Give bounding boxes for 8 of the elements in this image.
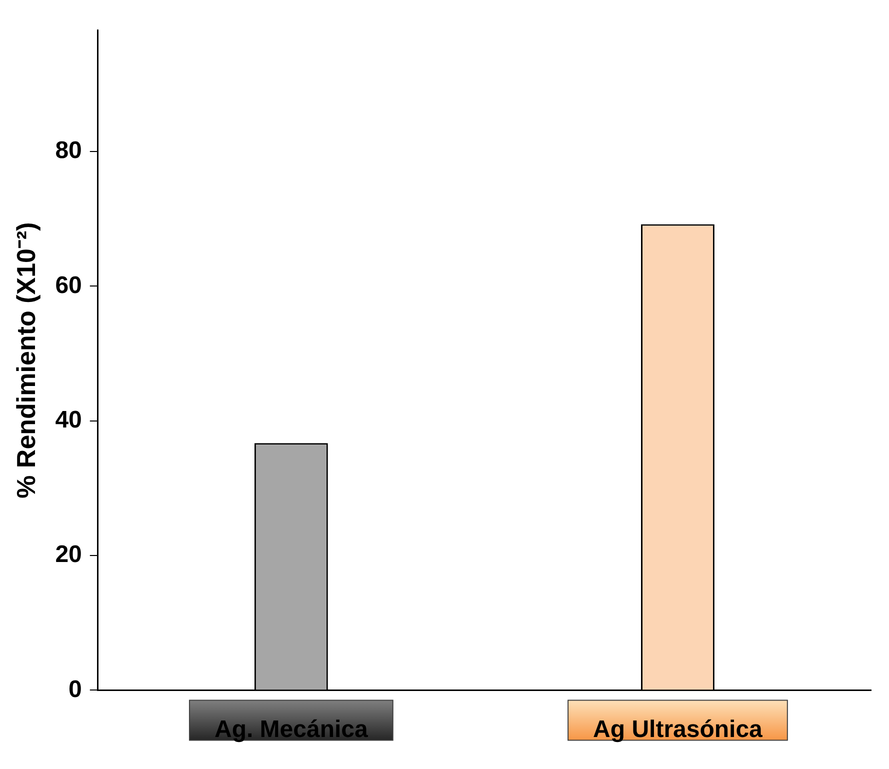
y-tick-label: 20 xyxy=(55,541,82,568)
x-tick-label: Ag. Mecánica xyxy=(214,716,369,744)
y-axis-title: % Rendimiento (X10⁻²) xyxy=(10,222,41,498)
y-tick-label: 60 xyxy=(55,272,82,299)
y-tick-label: 40 xyxy=(55,406,82,434)
y-tick-label: 80 xyxy=(55,137,82,164)
x-tick-label: Ag Ultrasónica xyxy=(593,716,764,744)
y-tick-label: 0 xyxy=(68,676,82,703)
